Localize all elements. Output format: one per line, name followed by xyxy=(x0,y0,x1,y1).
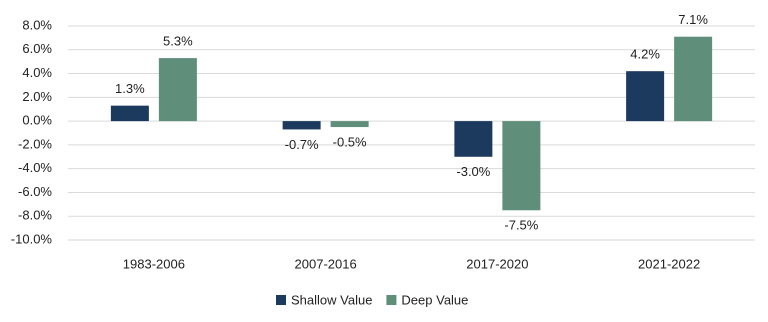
x-tick-label: 2007-2016 xyxy=(295,256,357,271)
x-tick-label: 2021-2022 xyxy=(638,256,700,271)
legend-label: Deep Value xyxy=(401,292,468,307)
bar xyxy=(110,105,149,122)
bar xyxy=(454,121,493,157)
y-tick-label: 2.0% xyxy=(22,89,52,104)
data-label: 1.3% xyxy=(115,81,145,96)
y-tick-label: -4.0% xyxy=(18,160,52,175)
data-label: 5.3% xyxy=(163,34,193,49)
data-label: 4.2% xyxy=(630,47,660,62)
legend-swatch xyxy=(386,295,397,305)
y-tick-label: 0.0% xyxy=(22,113,52,128)
data-label: -3.0% xyxy=(456,164,490,179)
data-label: -7.5% xyxy=(504,218,538,233)
legend-swatch xyxy=(276,295,286,305)
y-tick-label: -8.0% xyxy=(18,208,52,223)
legend-label: Shallow Value xyxy=(291,292,372,307)
bar xyxy=(674,36,713,122)
data-label: -0.7% xyxy=(285,137,319,152)
y-tick-label: -6.0% xyxy=(18,184,52,199)
data-label: -0.5% xyxy=(333,134,367,149)
y-tick-label: -10.0% xyxy=(11,231,53,246)
bar xyxy=(626,71,665,122)
y-tick-label: 8.0% xyxy=(22,17,52,32)
bar xyxy=(158,58,197,122)
y-tick-label: 6.0% xyxy=(22,41,52,56)
y-tick-label: 4.0% xyxy=(22,65,52,80)
x-tick-label: 2017-2020 xyxy=(466,256,528,271)
x-tick-label: 1983-2006 xyxy=(123,256,185,271)
bar xyxy=(502,121,541,211)
data-label: 7.1% xyxy=(678,12,708,27)
bar xyxy=(282,121,321,130)
bar xyxy=(330,121,369,128)
y-tick-label: -2.0% xyxy=(18,136,52,151)
